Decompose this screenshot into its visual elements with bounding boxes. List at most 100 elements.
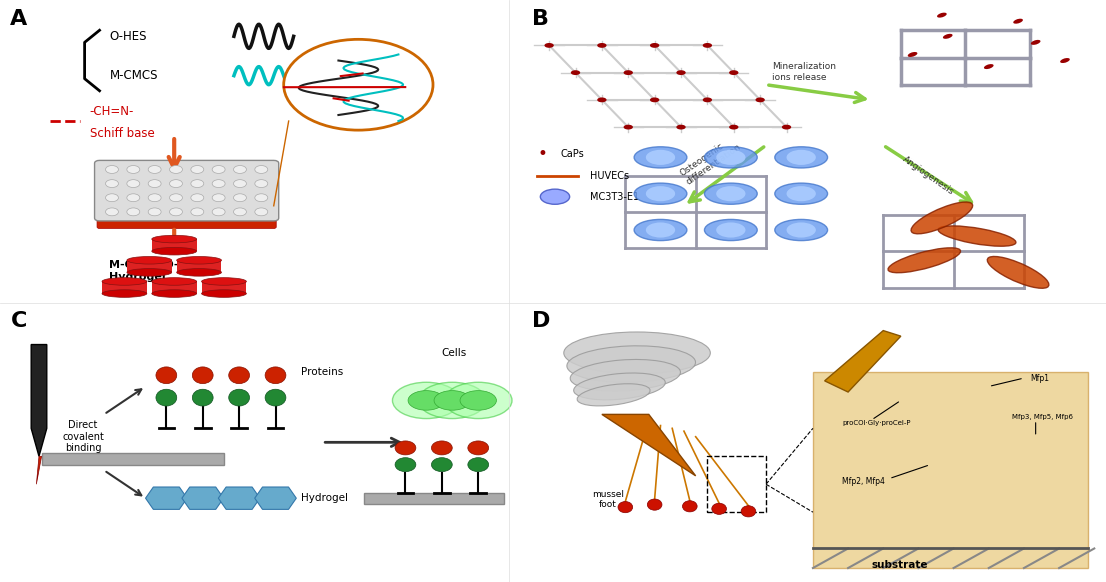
Circle shape bbox=[677, 70, 686, 75]
Ellipse shape bbox=[705, 183, 758, 204]
Circle shape bbox=[148, 180, 161, 187]
Text: CaPs: CaPs bbox=[561, 150, 585, 159]
Text: A: A bbox=[10, 9, 28, 29]
Circle shape bbox=[212, 208, 226, 216]
Ellipse shape bbox=[468, 441, 489, 455]
Circle shape bbox=[597, 97, 606, 102]
Circle shape bbox=[729, 125, 739, 130]
Circle shape bbox=[127, 165, 139, 173]
Circle shape bbox=[646, 150, 675, 165]
Text: Mfp2, Mfp4: Mfp2, Mfp4 bbox=[843, 477, 885, 486]
Ellipse shape bbox=[571, 360, 680, 391]
Circle shape bbox=[191, 165, 204, 173]
Circle shape bbox=[434, 391, 470, 410]
Circle shape bbox=[755, 97, 765, 102]
Circle shape bbox=[650, 97, 659, 102]
Ellipse shape bbox=[468, 457, 489, 471]
Circle shape bbox=[127, 180, 139, 187]
Ellipse shape bbox=[647, 499, 662, 510]
Text: •: • bbox=[538, 146, 547, 164]
Circle shape bbox=[254, 208, 268, 216]
Circle shape bbox=[105, 208, 118, 216]
Ellipse shape bbox=[634, 147, 687, 168]
Ellipse shape bbox=[152, 290, 197, 297]
Circle shape bbox=[169, 180, 182, 187]
Circle shape bbox=[254, 180, 268, 187]
Ellipse shape bbox=[567, 346, 696, 382]
Text: B: B bbox=[532, 9, 549, 29]
Ellipse shape bbox=[201, 278, 247, 285]
Ellipse shape bbox=[705, 219, 758, 240]
FancyBboxPatch shape bbox=[127, 260, 171, 272]
Text: C: C bbox=[10, 311, 27, 331]
Circle shape bbox=[148, 165, 161, 173]
Circle shape bbox=[717, 186, 745, 201]
Text: Schiff base: Schiff base bbox=[90, 127, 155, 140]
Circle shape bbox=[212, 180, 226, 187]
Circle shape bbox=[127, 194, 139, 201]
Ellipse shape bbox=[634, 183, 687, 204]
Ellipse shape bbox=[682, 501, 697, 512]
Circle shape bbox=[233, 194, 247, 201]
Circle shape bbox=[212, 165, 226, 173]
Text: M-CMCS: M-CMCS bbox=[109, 69, 158, 82]
Circle shape bbox=[702, 97, 712, 102]
Ellipse shape bbox=[152, 235, 197, 243]
Circle shape bbox=[233, 208, 247, 216]
Text: Cells: Cells bbox=[441, 348, 467, 358]
Ellipse shape bbox=[564, 332, 710, 374]
Circle shape bbox=[212, 194, 226, 201]
Circle shape bbox=[408, 391, 445, 410]
Circle shape bbox=[169, 194, 182, 201]
Ellipse shape bbox=[705, 147, 758, 168]
Circle shape bbox=[544, 43, 554, 48]
Text: proCOl·Gly·proCel-P: proCOl·Gly·proCel-P bbox=[843, 420, 910, 426]
Ellipse shape bbox=[431, 441, 452, 455]
Circle shape bbox=[786, 222, 816, 237]
Polygon shape bbox=[31, 345, 46, 456]
Circle shape bbox=[127, 208, 139, 216]
Circle shape bbox=[148, 208, 161, 216]
Circle shape bbox=[169, 165, 182, 173]
FancyBboxPatch shape bbox=[152, 239, 197, 251]
Ellipse shape bbox=[937, 13, 947, 17]
Circle shape bbox=[541, 189, 570, 204]
Ellipse shape bbox=[1061, 58, 1070, 63]
Ellipse shape bbox=[634, 219, 687, 240]
Ellipse shape bbox=[1013, 19, 1023, 24]
Ellipse shape bbox=[102, 278, 147, 285]
Ellipse shape bbox=[431, 457, 452, 471]
Circle shape bbox=[702, 43, 712, 48]
Circle shape bbox=[571, 70, 581, 75]
Ellipse shape bbox=[127, 257, 171, 264]
Ellipse shape bbox=[908, 52, 917, 57]
Ellipse shape bbox=[229, 367, 250, 384]
Ellipse shape bbox=[192, 389, 213, 406]
Ellipse shape bbox=[152, 247, 197, 255]
Polygon shape bbox=[146, 487, 187, 509]
Circle shape bbox=[283, 40, 434, 130]
Ellipse shape bbox=[574, 373, 666, 400]
Circle shape bbox=[393, 382, 460, 418]
Ellipse shape bbox=[192, 367, 213, 384]
Text: Proteins: Proteins bbox=[302, 367, 344, 378]
Circle shape bbox=[646, 222, 675, 237]
Circle shape bbox=[191, 180, 204, 187]
Text: Mineralization
ions release: Mineralization ions release bbox=[772, 62, 836, 81]
Circle shape bbox=[677, 125, 686, 130]
FancyBboxPatch shape bbox=[94, 161, 279, 221]
Text: Hydrogel: Hydrogel bbox=[302, 493, 348, 503]
Circle shape bbox=[233, 180, 247, 187]
Circle shape bbox=[254, 165, 268, 173]
Ellipse shape bbox=[177, 268, 221, 276]
Circle shape bbox=[418, 382, 486, 418]
Circle shape bbox=[782, 125, 791, 130]
Polygon shape bbox=[181, 487, 223, 509]
Circle shape bbox=[624, 125, 633, 130]
Polygon shape bbox=[218, 487, 260, 509]
Circle shape bbox=[233, 165, 247, 173]
Circle shape bbox=[169, 208, 182, 216]
Ellipse shape bbox=[775, 183, 827, 204]
Ellipse shape bbox=[988, 257, 1048, 288]
Polygon shape bbox=[602, 414, 696, 476]
